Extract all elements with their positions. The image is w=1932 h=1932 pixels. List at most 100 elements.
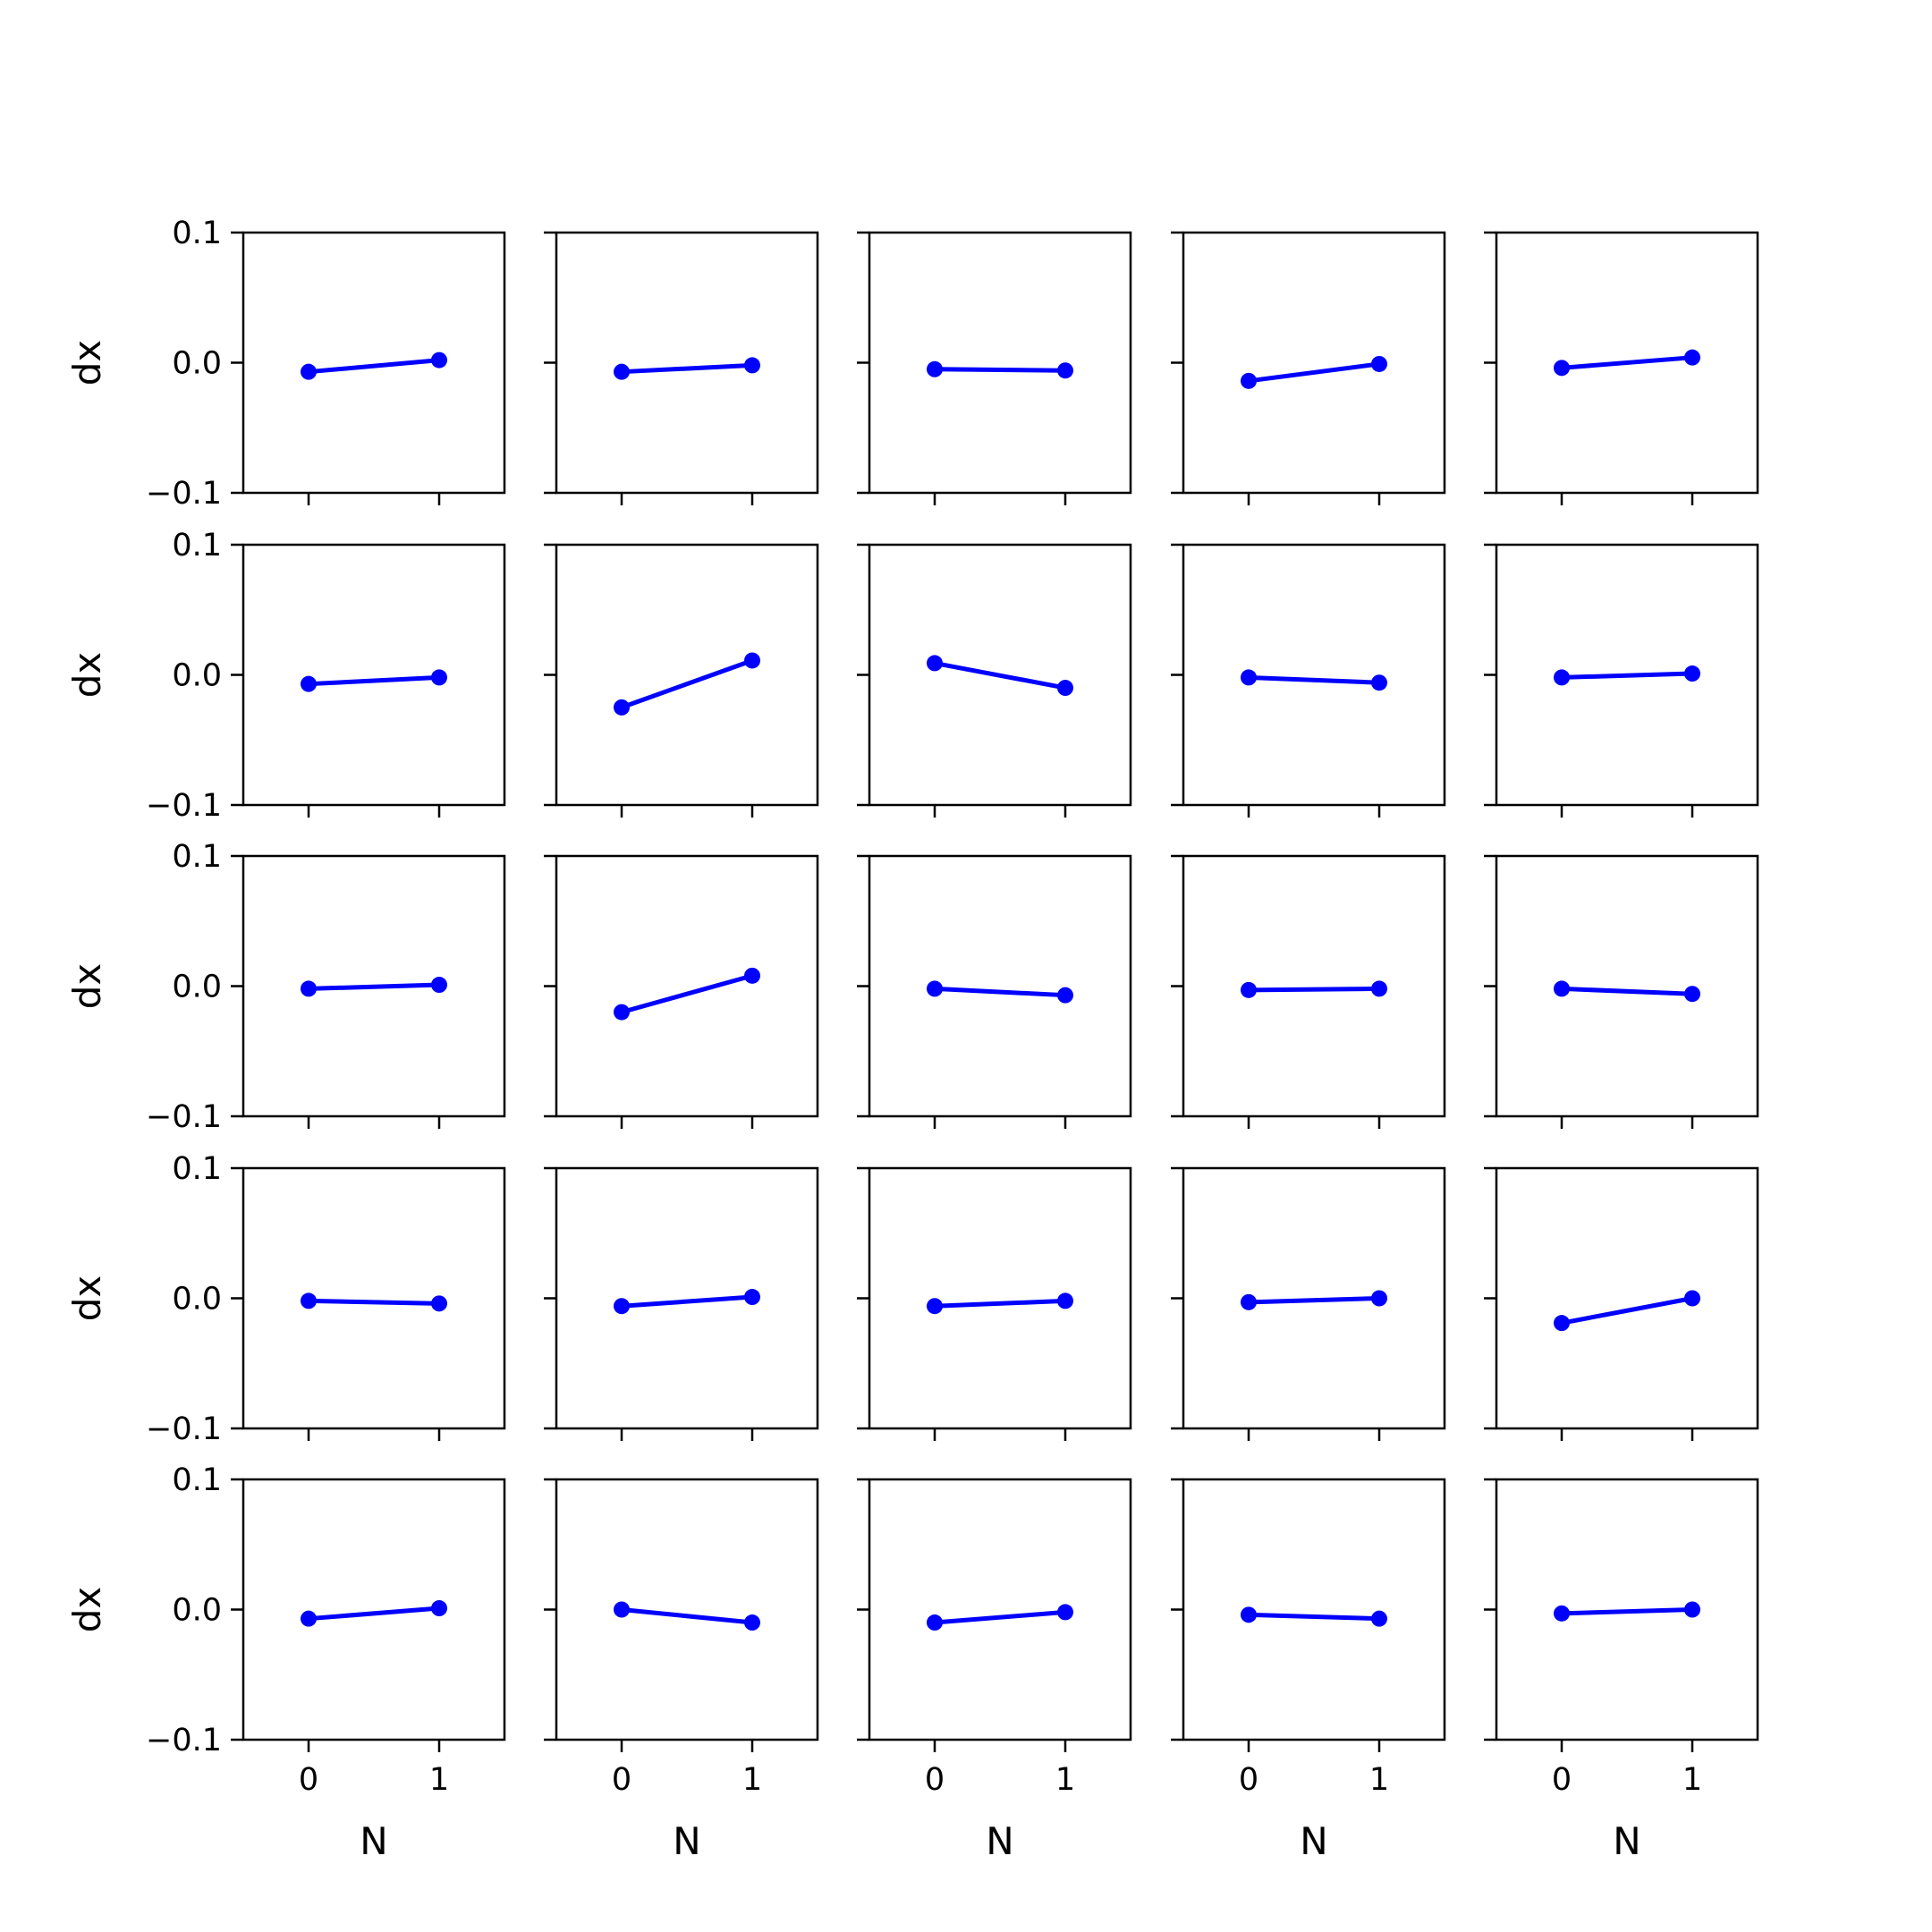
panel-r5-c1: 0 1 −0.1 0.0 0.1 Ndx <box>65 1462 506 1863</box>
panel-r2-c3 <box>857 543 1132 818</box>
data-point <box>301 675 317 692</box>
series-line <box>934 660 1066 691</box>
y-axis-label: dx <box>65 963 109 1010</box>
x-axis-label: N <box>1613 1819 1640 1863</box>
axes-frame <box>1182 854 1446 1118</box>
series-line <box>621 658 753 710</box>
data-point <box>301 980 317 997</box>
data-point <box>1554 669 1570 686</box>
data-point <box>1371 1610 1387 1627</box>
axes-frame <box>868 1478 1132 1741</box>
panel-r5-c5: 0 1 N <box>1484 1478 1759 1863</box>
y-tick-label: 0.1 <box>172 839 222 875</box>
data-point <box>744 652 760 669</box>
data-point <box>1241 981 1257 998</box>
panel-r1-c1: −0.1 0.0 0.1 dx <box>65 216 506 512</box>
series-line <box>1561 1607 1693 1616</box>
axes-frame <box>868 543 1132 807</box>
series-line <box>1248 1612 1380 1622</box>
axes-frame <box>1495 854 1759 1118</box>
data-point <box>744 1289 760 1306</box>
axes-frame <box>1182 231 1446 495</box>
axes-frame <box>555 1478 819 1741</box>
data-point <box>1554 980 1570 997</box>
panel-r4-c4 <box>1171 1166 1446 1441</box>
data-point <box>1554 1315 1570 1332</box>
data-point <box>1684 1601 1700 1618</box>
series-line <box>621 362 753 375</box>
axes-frame <box>1495 543 1759 807</box>
panel-r3-c3 <box>857 854 1132 1129</box>
data-point <box>1057 1292 1073 1309</box>
data-point <box>927 980 943 997</box>
series-line <box>934 1298 1066 1309</box>
data-point <box>1371 674 1387 691</box>
y-tick-label: 0.0 <box>172 970 222 1005</box>
data-point <box>431 352 447 369</box>
panel-r4-c1: −0.1 0.0 0.1 dx <box>65 1151 506 1447</box>
data-point <box>1554 360 1570 377</box>
y-tick-label: −0.1 <box>146 1411 222 1447</box>
axes-frame <box>555 1166 819 1430</box>
panel-r4-c2 <box>544 1166 819 1441</box>
data-point <box>431 669 447 686</box>
data-point <box>614 699 630 716</box>
x-tick-label: 0 <box>1239 1762 1258 1798</box>
axes-frame <box>555 231 819 495</box>
series-line <box>621 1294 753 1309</box>
data-point <box>1057 987 1073 1004</box>
y-tick-label: −0.1 <box>146 788 222 824</box>
y-axis-label: dx <box>65 340 109 386</box>
series-line <box>621 973 753 1015</box>
series-line <box>1248 361 1380 384</box>
x-tick-label: 1 <box>1055 1762 1075 1798</box>
data-point <box>1554 1605 1570 1622</box>
x-tick-label: 0 <box>299 1762 318 1798</box>
panel-r2-c2 <box>544 543 819 818</box>
axes-frame <box>868 854 1132 1118</box>
series-line <box>1561 671 1693 680</box>
x-tick-label: 1 <box>429 1762 449 1798</box>
y-tick-label: 0.1 <box>172 216 222 251</box>
series-line <box>1248 986 1380 993</box>
y-tick-label: −0.1 <box>146 1723 222 1758</box>
panel-r1-c5 <box>1484 231 1759 505</box>
y-tick-label: −0.1 <box>146 1099 222 1135</box>
axes-frame <box>242 1478 506 1741</box>
data-point <box>431 977 447 994</box>
axes-frame <box>242 543 506 807</box>
x-tick-label: 0 <box>925 1762 945 1798</box>
panel-r5-c3: 0 1 N <box>857 1478 1132 1863</box>
panel-r1-c4 <box>1171 231 1446 505</box>
data-point <box>927 360 943 377</box>
series-line <box>934 367 1066 373</box>
axes-frame <box>1182 1478 1446 1741</box>
data-point <box>1684 1290 1700 1307</box>
x-axis-label: N <box>1300 1819 1327 1863</box>
panel-r2-c4 <box>1171 543 1446 818</box>
y-tick-label: 0.0 <box>172 1282 222 1318</box>
data-point <box>1057 362 1073 379</box>
data-point <box>927 1298 943 1315</box>
x-tick-label: 0 <box>1552 1762 1572 1798</box>
series-line <box>308 358 440 375</box>
data-point <box>614 363 630 380</box>
panel-r4-c3 <box>857 1166 1132 1441</box>
axes-frame <box>1495 231 1759 495</box>
panel-r5-c2: 0 1 N <box>544 1478 819 1863</box>
y-tick-label: 0.1 <box>172 1151 222 1187</box>
y-axis-label: dx <box>65 1587 109 1633</box>
data-point <box>1057 1604 1073 1621</box>
data-point <box>614 1601 630 1618</box>
data-point <box>927 1614 943 1631</box>
series-line <box>934 986 1066 998</box>
data-point <box>744 1614 760 1631</box>
panel-r3-c1: −0.1 0.0 0.1 dx <box>65 839 506 1135</box>
data-point <box>1371 980 1387 997</box>
x-axis-label: N <box>986 1819 1013 1863</box>
panel-r2-c1: −0.1 0.0 0.1 dx <box>65 528 506 824</box>
panel-r2-c5 <box>1484 543 1759 818</box>
panel-r3-c2 <box>544 854 819 1129</box>
data-point <box>1371 355 1387 372</box>
y-tick-label: 0.1 <box>172 528 222 564</box>
